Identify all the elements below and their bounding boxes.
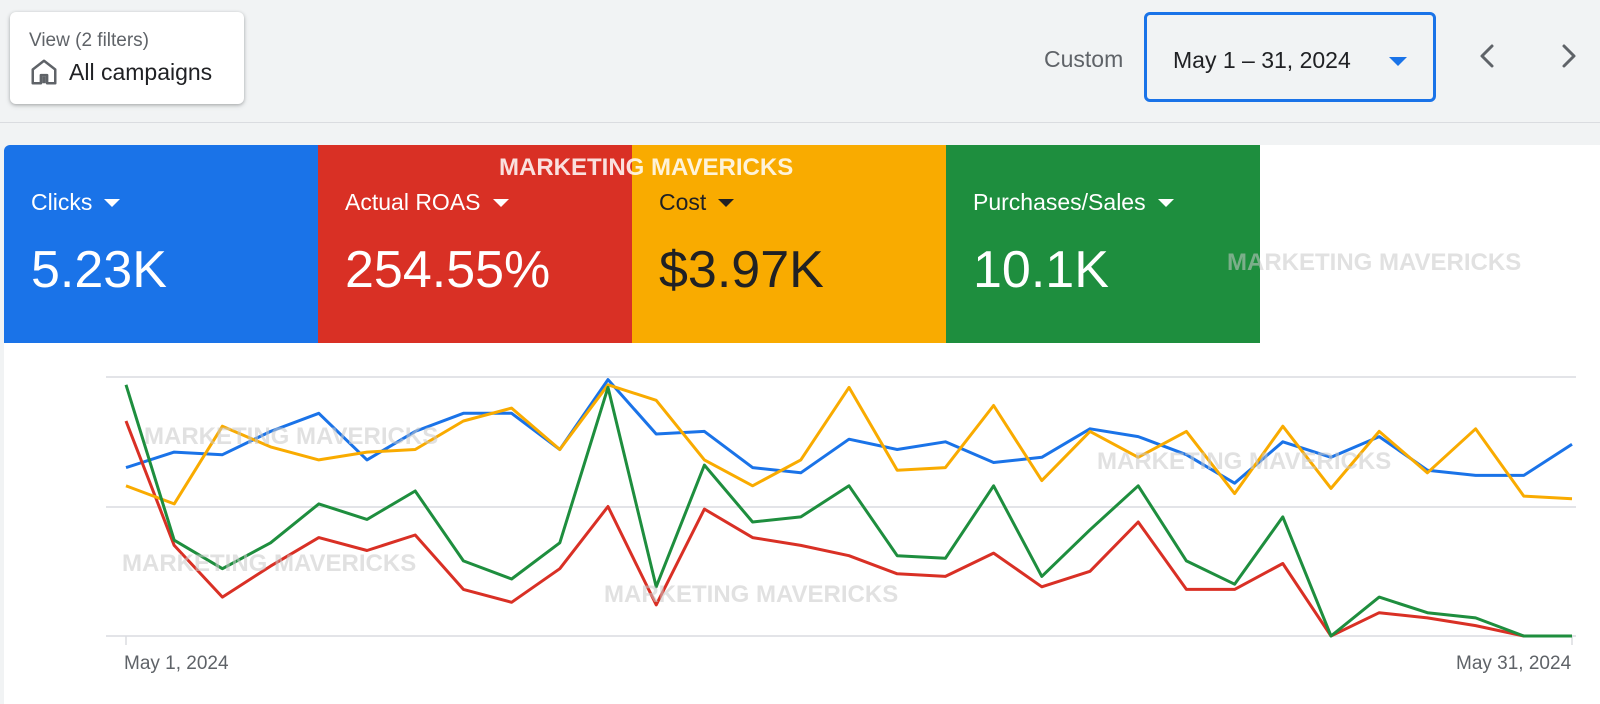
metric-value: 254.55% (345, 241, 551, 299)
performance-chart-card: Clicks 5.23K Actual ROAS 254.55% Cost $3… (4, 145, 1600, 704)
dropdown-arrow-icon (718, 198, 735, 207)
metric-value: 5.23K (31, 241, 167, 299)
view-filter-selector[interactable]: View (2 filters) All campaigns (10, 12, 244, 104)
series-line-purchases-sales (124, 384, 1572, 638)
metric-value: 10.1K (973, 241, 1109, 299)
dropdown-arrow-icon (1389, 57, 1407, 66)
watermark: MARKETING MAVERICKS (499, 154, 794, 181)
home-icon (29, 57, 59, 87)
line-chart (106, 376, 1576, 645)
date-range-picker[interactable]: May 1 – 31, 2024 (1144, 12, 1436, 102)
watermark: MARKETING MAVERICKS (144, 423, 439, 450)
metric-tile-purchases-sales[interactable]: Purchases/Sales 10.1K (946, 145, 1260, 343)
watermark: MARKETING MAVERICKS (122, 550, 417, 577)
view-filter-row: All campaigns (29, 57, 212, 87)
metric-tile-actual-roas[interactable]: Actual ROAS 254.55% (318, 145, 632, 343)
watermark: MARKETING MAVERICKS (1097, 448, 1392, 475)
view-filter-label: View (2 filters) (29, 30, 150, 51)
dropdown-arrow-icon (1157, 198, 1174, 207)
view-filter-value: All campaigns (69, 58, 213, 85)
metric-label: Purchases/Sales (973, 189, 1174, 216)
metric-label: Cost (659, 189, 735, 216)
date-range-value: May 1 – 31, 2024 (1173, 47, 1351, 73)
watermark: MARKETING MAVERICKS (1227, 249, 1522, 276)
metric-label: Actual ROAS (345, 189, 509, 216)
series-line-clicks (125, 378, 1573, 485)
previous-period-button[interactable] (1470, 38, 1506, 74)
chevron-left-icon (1470, 44, 1506, 78)
x-axis-tick-label: May 1, 2024 (124, 653, 229, 674)
metric-tile-cost[interactable]: Cost $3.97K (632, 145, 946, 343)
metric-label: Clicks (31, 189, 121, 216)
series-line-cost (125, 383, 1573, 506)
next-period-button[interactable] (1550, 38, 1586, 74)
dropdown-arrow-icon (492, 198, 509, 207)
metric-tile-clicks[interactable]: Clicks 5.23K (4, 145, 318, 343)
dropdown-arrow-icon (104, 198, 121, 207)
chevron-right-icon (1550, 44, 1586, 78)
x-axis-tick-label: May 31, 2024 (1456, 653, 1572, 674)
toolbar: View (2 filters) All campaigns Custom Ma… (0, 0, 1600, 123)
watermark: MARKETING MAVERICKS (604, 581, 899, 608)
range-type-label: Custom (1044, 46, 1124, 72)
metric-value: $3.97K (659, 241, 824, 299)
